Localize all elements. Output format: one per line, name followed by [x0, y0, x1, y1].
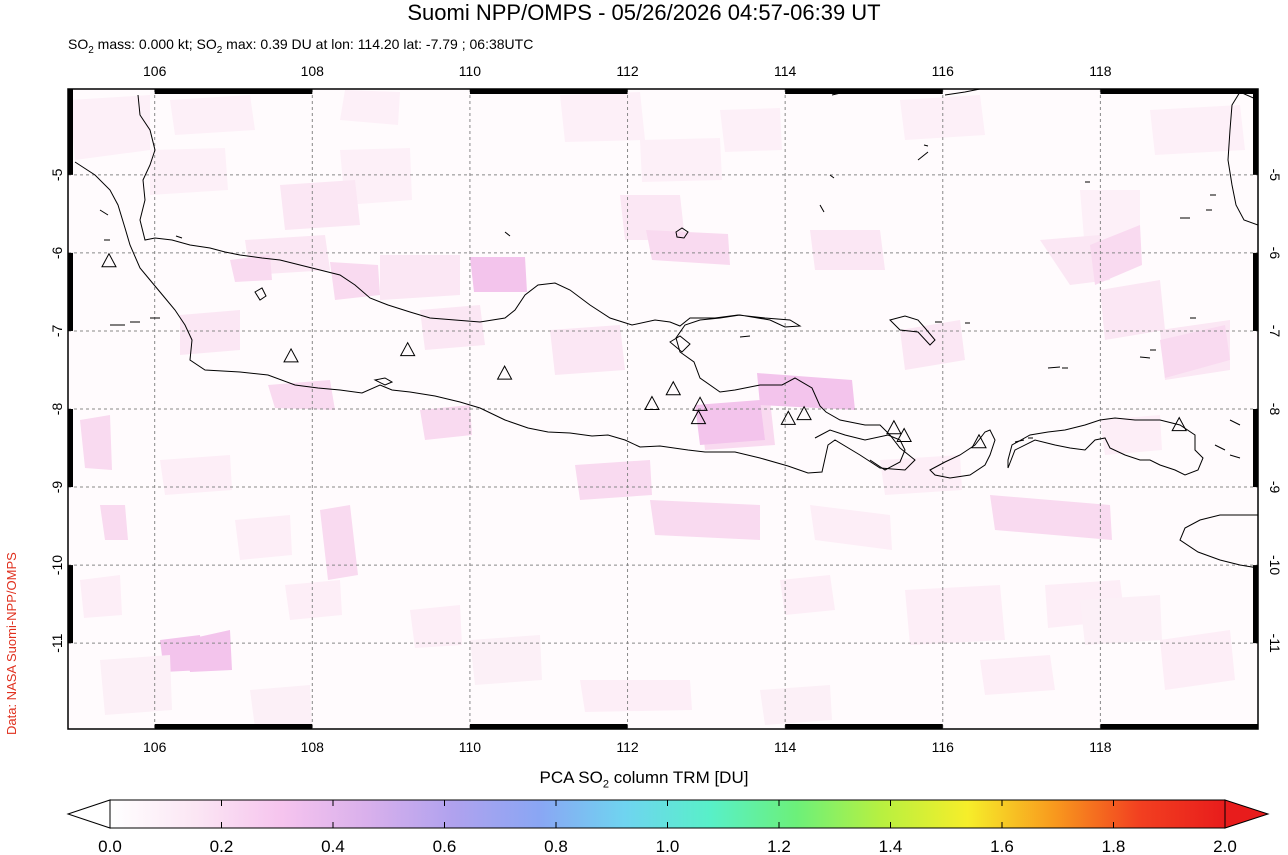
subtitle-part: mass: 0.000 kt; SO — [93, 36, 217, 52]
triangle-icon — [780, 410, 797, 425]
colorbar-title: PCA SO2 column TRM [DU] — [0, 768, 1288, 790]
colorbar-tick-label: 1.8 — [1102, 837, 1126, 855]
frame-bar-bottom — [154, 724, 313, 729]
lat-tick-label-left: -10 — [49, 555, 65, 575]
frame-bar-left — [68, 565, 73, 644]
lat-tick-label-right: -9 — [1267, 481, 1283, 494]
volcano-markers — [101, 252, 1188, 449]
frame-bar-right — [1253, 565, 1258, 644]
subtitle-part: max: 0.39 DU at lon: 114.20 lat: -7.79 ;… — [222, 36, 534, 52]
lon-tick-label-top: 114 — [774, 63, 797, 79]
lon-tick-label-top: 106 — [143, 63, 167, 79]
colorbar-tick-label: 1.2 — [767, 837, 791, 855]
colorbar-title-subscript: 2 — [602, 778, 609, 791]
frame-bar-top — [1100, 89, 1258, 94]
colorbar-tick-label: 0.4 — [321, 837, 345, 855]
frame-bar-left — [68, 89, 73, 175]
lon-tick-label-top: 110 — [459, 63, 482, 79]
colorbar-tick-label: 1.4 — [879, 837, 903, 855]
lon-tick-label-top: 116 — [932, 63, 955, 79]
triangle-icon — [886, 419, 902, 435]
lat-tick-label-left: -9 — [49, 481, 65, 494]
colorbar-tick-label: 0.0 — [98, 837, 122, 855]
colorbar-low-arrow — [66, 799, 111, 829]
triangle-icon — [665, 380, 682, 396]
lat-tick-label-left: -11 — [49, 633, 65, 652]
frame-bar-left — [68, 409, 73, 488]
colorbar-tick-label: 1.0 — [656, 837, 680, 855]
colorbar-tick-label: 2.0 — [1213, 837, 1237, 855]
subtitle-subscript: 2 — [88, 44, 94, 56]
colorbar-tick-label: 0.8 — [544, 837, 568, 855]
triangle-icon — [692, 396, 708, 411]
lat-tick-label-right: -11 — [1267, 634, 1283, 653]
triangle-icon — [690, 409, 707, 425]
frame-bar-right — [1253, 89, 1258, 175]
subtitle: SO2 mass: 0.000 kt; SO2 max: 0.39 DU at … — [68, 36, 533, 56]
lat-tick-label-left: -8 — [49, 403, 65, 416]
frame-bar-right — [1253, 252, 1258, 331]
lon-tick-label-bottom: 116 — [932, 739, 955, 755]
frame-bar-top — [469, 89, 628, 94]
frame-bar-bottom — [469, 724, 628, 729]
lon-tick-label-bottom: 114 — [774, 739, 797, 755]
triangle-icon — [399, 341, 416, 357]
triangle-icon — [971, 433, 987, 449]
frame-bar-bottom — [1100, 724, 1258, 729]
triangle-icon — [796, 405, 812, 421]
lat-lon-grid — [68, 89, 1258, 729]
lat-tick-label-left: -5 — [49, 168, 65, 181]
lat-tick-label-right: -5 — [1267, 169, 1283, 182]
lon-tick-label-bottom: 112 — [616, 739, 639, 755]
lat-tick-label-left: -7 — [49, 325, 65, 338]
frame-bar-left — [68, 252, 73, 331]
frame-bar-top — [154, 89, 313, 94]
triangle-icon — [896, 427, 912, 443]
colorbar-title-part: column TRM [DU] — [608, 768, 749, 787]
triangle-icon — [101, 252, 117, 268]
frame-bar-right — [1253, 409, 1258, 488]
axis-ticks: 106 106 108 108 110 110 112 112 114 114 116 116 118 1… — [49, 63, 1283, 755]
colorbar-tick-label: 0.2 — [210, 837, 234, 855]
triangle-icon — [496, 365, 513, 380]
triangle-icon — [644, 395, 660, 411]
lat-tick-label-right: -7 — [1267, 325, 1283, 338]
subtitle-subscript: 2 — [216, 44, 223, 56]
lon-tick-label-bottom: 106 — [143, 739, 167, 755]
triangle-icon — [283, 347, 299, 363]
coastlines — [74, 89, 1258, 569]
lon-tick-label-top: 112 — [616, 63, 639, 79]
lon-tick-label-bottom: 118 — [1089, 739, 1112, 755]
frame-bar-top — [785, 89, 943, 94]
colorbar-high-arrow — [1224, 799, 1270, 829]
lon-tick-label-bottom: 110 — [459, 739, 482, 755]
colorbar-title-part: PCA SO — [539, 768, 603, 787]
triangle-icon — [1171, 416, 1188, 432]
subtitle-part: SO — [68, 36, 89, 52]
map-title: Suomi NPP/OMPS - 05/26/2026 04:57-06:39 … — [407, 0, 881, 25]
frame-bar-bottom — [785, 724, 943, 729]
lat-tick-label-right: -10 — [1267, 555, 1283, 575]
so2-retrieval-pixels — [70, 90, 1245, 728]
colorbar-tick-label: 0.6 — [433, 837, 457, 855]
colorbar-tick-label: 1.6 — [990, 837, 1014, 855]
colorbar: 0.0 0.2 0.4 0.6 0.8 1.0 1.2 1.4 1.6 1.8 2.0 — [66, 799, 1270, 855]
lon-tick-label-top: 108 — [301, 63, 325, 79]
lon-tick-label-top: 118 — [1089, 63, 1112, 79]
lon-tick-label-bottom: 108 — [301, 739, 325, 755]
lat-tick-label-right: -8 — [1267, 403, 1283, 416]
lat-tick-label-right: -6 — [1267, 247, 1283, 260]
lat-tick-label-left: -6 — [49, 246, 65, 259]
